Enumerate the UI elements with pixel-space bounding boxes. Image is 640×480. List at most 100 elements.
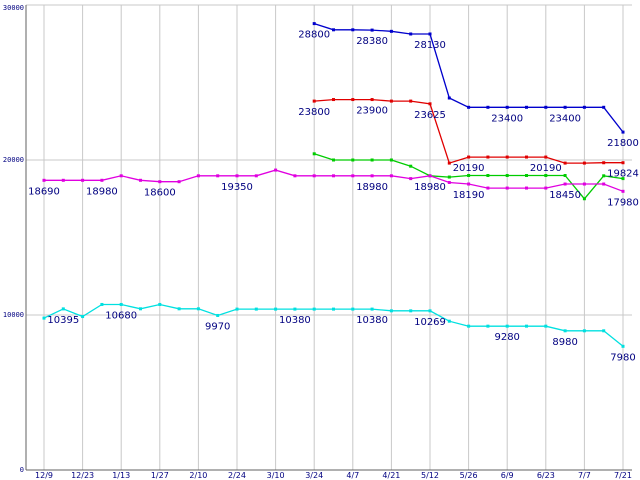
data-point — [370, 98, 374, 102]
data-point — [467, 182, 471, 186]
data-point — [332, 174, 335, 178]
data-point — [525, 155, 528, 159]
data-point — [428, 102, 432, 106]
data-point — [158, 302, 162, 306]
data-point — [332, 307, 335, 311]
data-label: 18600 — [144, 188, 176, 199]
data-point — [196, 174, 200, 178]
data-point — [119, 174, 123, 178]
data-point — [370, 28, 374, 32]
data-point — [312, 174, 316, 178]
data-point — [582, 329, 586, 333]
y-tick-label: 0 — [20, 466, 24, 474]
data-point — [621, 161, 625, 165]
data-point — [447, 175, 451, 179]
data-point — [389, 99, 393, 103]
data-labels: 28800 28380 28130 23400 23400 21800 23800 23900… — [28, 30, 639, 364]
data-label: 28800 — [298, 30, 330, 41]
y-tick-label: 20000 — [3, 156, 24, 164]
data-point — [563, 161, 567, 165]
data-point — [486, 155, 490, 159]
data-point — [312, 152, 316, 156]
data-label: 20190 — [530, 163, 562, 174]
data-point — [602, 105, 606, 109]
data-label: 8980 — [552, 337, 577, 348]
data-point — [525, 105, 528, 109]
data-point — [177, 180, 181, 184]
data-point — [389, 309, 393, 313]
data-point — [42, 178, 46, 182]
data-label: 18980 — [86, 186, 118, 197]
data-point — [274, 307, 278, 311]
series-lines — [42, 22, 625, 348]
data-point — [61, 307, 65, 311]
data-point — [428, 309, 432, 313]
data-point — [293, 307, 297, 311]
data-point — [332, 28, 335, 32]
grid — [26, 4, 632, 470]
data-point — [254, 307, 258, 311]
data-point — [486, 105, 490, 109]
data-point — [621, 130, 625, 134]
data-point — [370, 158, 374, 162]
data-point — [409, 164, 413, 168]
data-point — [544, 324, 548, 328]
data-label: 28130 — [414, 40, 446, 51]
x-tick-label: 7/21 — [614, 471, 632, 480]
data-label: 10269 — [414, 317, 446, 328]
data-point — [447, 180, 451, 184]
data-point — [486, 186, 490, 190]
x-tick-label: 2/24 — [228, 471, 246, 480]
data-point — [505, 174, 509, 177]
data-point — [158, 180, 162, 184]
x-tick-label: 3/24 — [305, 471, 323, 480]
data-label: 10380 — [356, 315, 388, 326]
data-point — [486, 174, 490, 177]
data-point — [100, 302, 104, 306]
data-point — [389, 29, 393, 33]
data-point — [216, 313, 220, 317]
data-point — [563, 105, 567, 109]
data-point — [42, 316, 46, 320]
data-point — [139, 178, 142, 182]
data-point — [602, 174, 606, 178]
data-point — [312, 99, 316, 103]
y-tick-label: 10000 — [3, 311, 24, 319]
data-point — [274, 168, 278, 172]
data-point — [505, 105, 509, 109]
data-point — [544, 174, 548, 177]
data-point — [351, 174, 355, 178]
data-point — [621, 177, 625, 181]
data-point — [602, 329, 606, 333]
x-tick-label: 5/12 — [421, 471, 439, 480]
data-point — [351, 307, 355, 311]
data-point — [235, 307, 239, 311]
data-point — [351, 28, 355, 32]
x-tick-label: 12/23 — [71, 471, 94, 480]
data-point — [525, 186, 528, 190]
data-point — [447, 161, 451, 165]
data-point — [196, 307, 200, 311]
data-point — [582, 197, 586, 201]
data-point — [467, 155, 471, 159]
data-label: 7980 — [610, 352, 635, 363]
data-point — [293, 174, 297, 178]
data-label: 18190 — [453, 190, 485, 201]
data-point — [544, 105, 548, 109]
data-point — [505, 186, 509, 190]
data-point — [81, 178, 85, 182]
x-tick-label: 6/9 — [501, 471, 514, 480]
x-tick-label: 4/7 — [346, 471, 359, 480]
data-point — [602, 182, 606, 186]
data-point — [81, 315, 85, 319]
data-point — [254, 174, 258, 178]
data-point — [582, 182, 586, 186]
data-point — [409, 177, 413, 181]
data-point — [389, 158, 393, 162]
data-label: 10395 — [47, 315, 79, 326]
data-point — [370, 174, 374, 178]
data-point — [235, 174, 239, 178]
data-point — [409, 32, 413, 36]
data-point — [621, 344, 625, 348]
data-point — [428, 174, 432, 178]
